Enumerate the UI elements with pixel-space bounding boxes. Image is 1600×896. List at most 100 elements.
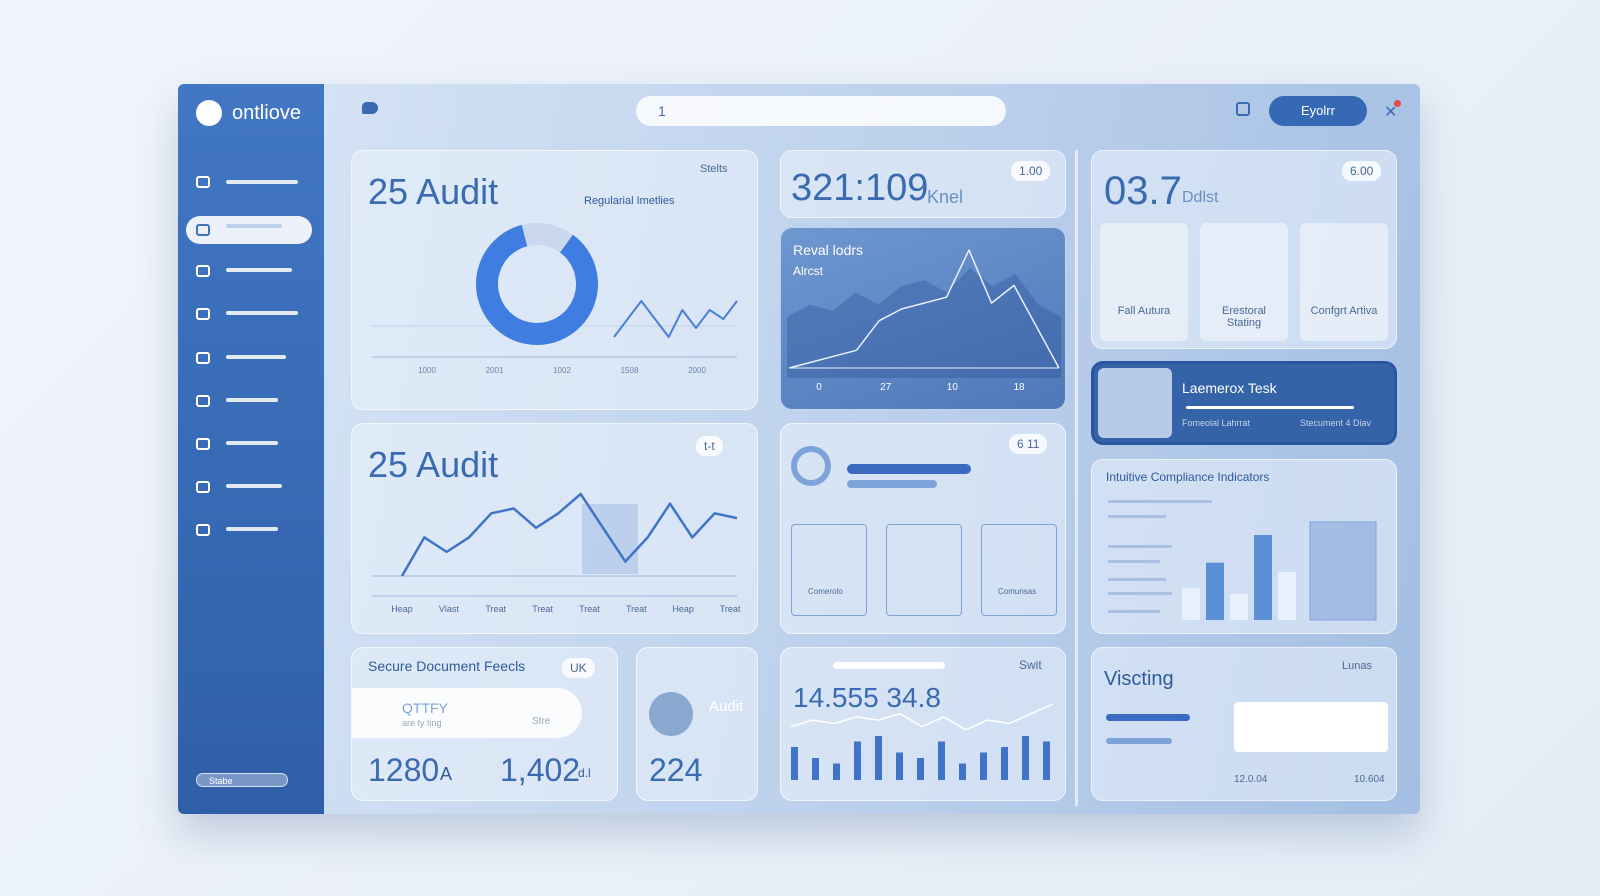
bar [791, 747, 798, 780]
tile[interactable]: Erestoral Stating [1200, 223, 1288, 341]
bar [1206, 562, 1224, 620]
card-title: 25 Audit [368, 171, 499, 212]
action-button[interactable] [1234, 702, 1388, 752]
item-status: Stre [532, 716, 551, 727]
tile[interactable] [886, 524, 962, 616]
nav-icon[interactable] [196, 438, 210, 450]
nav-item[interactable] [226, 180, 298, 184]
tile-label: Erestoral Stating [1221, 305, 1267, 329]
item-title: QTTFY [402, 700, 448, 716]
tile-label: Comunsas [998, 587, 1037, 596]
sidebar: ontliove Stabe [178, 84, 324, 814]
x-tick-label: Treat [626, 604, 647, 614]
search-bar[interactable]: 1 [636, 96, 1006, 126]
bar [1278, 571, 1296, 620]
line [790, 703, 1054, 731]
switch-value: 14.555 34.8 [793, 682, 941, 713]
bar [938, 741, 945, 780]
x-tick-label: 1000 [418, 366, 436, 375]
tile[interactable]: Fall Autura [1100, 223, 1188, 341]
nav-item[interactable] [226, 441, 278, 445]
tile-label: Comerolo [808, 587, 843, 596]
nav-icon[interactable] [196, 352, 210, 364]
audit-trend-card: 25 Audit t-t Heap Vlast Treat Treat Treat Tre… [351, 423, 758, 634]
audit-donut-card: 25 Audit Stelts Regularial Imetlies 1000… [351, 150, 758, 410]
mini-donut [791, 446, 831, 486]
bird-icon[interactable] [362, 102, 378, 114]
document-item[interactable]: QTTFY are ty ting Stre [352, 688, 582, 738]
audit-user-card: Audit 224 [636, 647, 758, 801]
card-badge: Lunas [1342, 660, 1372, 672]
nav-item[interactable] [226, 268, 292, 272]
nav-active[interactable] [186, 216, 312, 244]
stat-unit: d.l [578, 766, 591, 780]
nav-icon[interactable] [196, 308, 210, 320]
revenue-chart: 0 27 10 18 [787, 249, 1061, 393]
x-tick-label: Treat [579, 604, 600, 614]
bar [1043, 741, 1050, 780]
visit-right: 10.604 [1354, 774, 1385, 785]
tile-label: Confgrt Artiva [1310, 305, 1378, 317]
stat-value: 224 [649, 752, 703, 788]
brand: ontliove [232, 102, 301, 124]
card-title: 25 Audit [368, 444, 499, 485]
card-title: Secure Document Feecls [368, 658, 526, 674]
nav-item[interactable] [226, 484, 282, 488]
progress-bar [833, 662, 945, 669]
close-icon[interactable]: ✕ [1384, 104, 1398, 121]
bar [959, 763, 966, 780]
nav-icon[interactable] [196, 224, 210, 236]
card-badge: Stelts [700, 163, 728, 175]
progress-bar [847, 464, 971, 474]
x-tick-label: Treat [720, 604, 741, 614]
list-line [1108, 592, 1172, 595]
visit-left: 12.0.04 [1234, 774, 1268, 785]
overview-card: 03.7 Ddlst 6.00 Fall Autura Erestoral Sta… [1091, 150, 1397, 349]
switch-chart [790, 703, 1054, 780]
revenue-card: Reval lodrs Alrcst 0 27 10 18 [780, 227, 1066, 410]
header-button[interactable]: Eyolrr [1269, 96, 1367, 126]
bar [854, 741, 861, 780]
compliance-card: Intuitive Compliance Indicators [1091, 459, 1397, 634]
metric-card: 321:109 Knel 1.00 [780, 150, 1066, 218]
area [787, 268, 1061, 378]
x-tick-label: 27 [880, 382, 892, 393]
nav-icon[interactable] [196, 524, 210, 536]
nav-icon[interactable] [196, 395, 210, 407]
nav-icon[interactable] [196, 176, 210, 188]
list-line [1108, 610, 1160, 613]
sidebar-footer[interactable]: Stabe [196, 773, 288, 787]
metric-unit: Knel [927, 187, 964, 207]
x-tick-label: 2001 [486, 366, 504, 375]
x-tick-label: Heap [391, 604, 413, 614]
legend: Regularial Imetlies [584, 195, 675, 207]
bar [1182, 587, 1200, 620]
tile[interactable]: Comerolo [791, 524, 867, 616]
nav-item[interactable] [226, 311, 298, 315]
tile[interactable]: Comunsas [981, 524, 1057, 616]
filter-icon[interactable] [1236, 102, 1250, 116]
nav-icon[interactable] [196, 481, 210, 493]
nav-item[interactable] [226, 224, 282, 228]
item-sub: are ty ting [402, 718, 442, 728]
x-tick-label: 10 [947, 382, 959, 393]
line [400, 492, 738, 577]
list-line [1108, 560, 1160, 563]
donut-segment [521, 223, 573, 253]
bar [833, 763, 840, 780]
stat-value: 1,402 [500, 752, 581, 788]
x-tick-label: Heap [672, 604, 694, 614]
nav-icon[interactable] [196, 265, 210, 277]
tile[interactable]: Confgrt Artiva [1300, 223, 1388, 341]
bar [896, 752, 903, 780]
trend-chart: Heap Vlast Treat Treat Treat Treat Heap Treat [372, 492, 741, 614]
progress-card: 6 11 Comerolo Comunsas [780, 423, 1066, 634]
nav-item[interactable] [226, 355, 286, 359]
card-title: Viscting [1104, 668, 1174, 690]
task-card[interactable]: Laemerox Tesk Fomeolal Lahrrat Stecument… [1091, 361, 1397, 445]
nav-item[interactable] [226, 398, 278, 402]
list-line [1108, 578, 1166, 581]
nav-item[interactable] [226, 527, 278, 531]
line [788, 249, 1060, 369]
